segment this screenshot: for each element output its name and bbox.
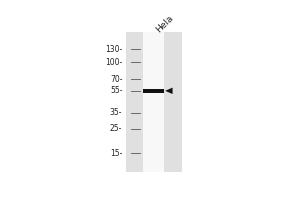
Text: 70-: 70- — [110, 75, 122, 84]
Text: 35-: 35- — [110, 108, 122, 117]
Bar — [143, 89, 164, 93]
Bar — [143, 32, 164, 172]
Text: 25-: 25- — [110, 124, 122, 133]
Text: Hela: Hela — [154, 14, 175, 35]
Polygon shape — [165, 88, 172, 94]
Bar — [126, 32, 182, 172]
Text: 15-: 15- — [110, 149, 122, 158]
Text: 100-: 100- — [105, 58, 122, 67]
Text: 55-: 55- — [110, 86, 122, 95]
Text: 130-: 130- — [105, 45, 122, 54]
